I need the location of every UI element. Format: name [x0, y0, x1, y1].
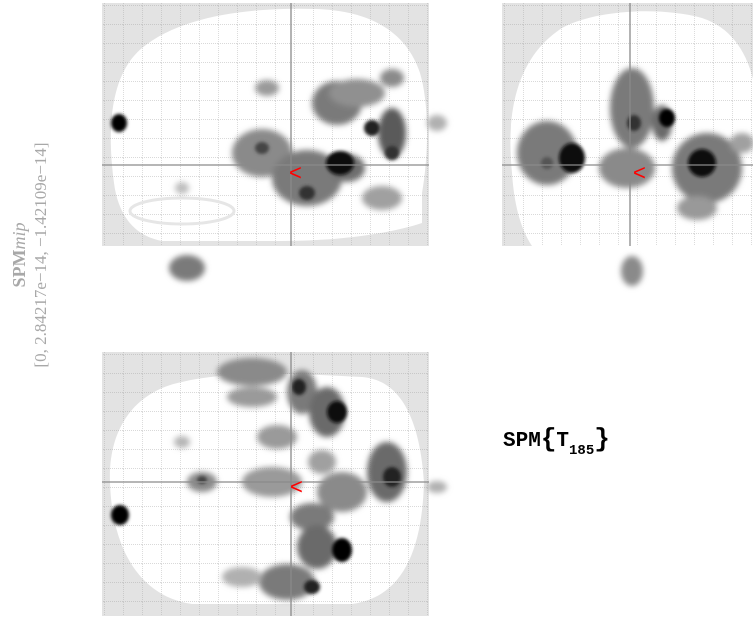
peak: [332, 538, 352, 562]
blob: [677, 196, 717, 220]
blob: [329, 79, 385, 107]
peak: [255, 142, 269, 154]
cerebellum-outline: [128, 196, 236, 226]
peak: [304, 580, 320, 594]
peak: [688, 149, 716, 177]
axial-mip-view[interactable]: <: [102, 352, 455, 616]
peak: [326, 151, 354, 175]
blob: [427, 481, 447, 493]
peak: [111, 114, 127, 132]
peak: [327, 401, 347, 423]
stat-prefix: SPM: [503, 430, 541, 453]
blob: [174, 436, 190, 448]
peak: [111, 505, 129, 525]
statistic-label: SPM{T185}: [503, 424, 610, 459]
blob: [272, 150, 342, 206]
peak: [541, 157, 553, 169]
peak: [385, 146, 399, 160]
peak: [197, 476, 207, 484]
blob: [380, 69, 404, 87]
stat-symbol: T: [556, 430, 570, 453]
blob: [227, 387, 277, 407]
peak: [659, 109, 675, 127]
blob: [257, 425, 297, 449]
activation-blobs: [169, 69, 447, 281]
blob: [621, 256, 643, 286]
blob: [362, 186, 402, 210]
coronal-mip-canvas[interactable]: <: [502, 3, 753, 296]
blob: [259, 564, 315, 600]
stat-close-brace: }: [594, 424, 610, 454]
peak: [299, 186, 315, 200]
blob: [599, 148, 655, 188]
axial-mip-canvas[interactable]: <: [102, 352, 455, 616]
blob: [610, 68, 654, 148]
stat-open-brace: {: [540, 424, 557, 454]
sagittal-mip-canvas[interactable]: <: [102, 3, 455, 296]
coronal-mip-view[interactable]: <: [502, 3, 753, 296]
blob: [378, 108, 406, 158]
peak: [364, 120, 380, 136]
blob: [222, 567, 262, 587]
cursor-marker[interactable]: <: [290, 474, 303, 499]
peak: [627, 115, 641, 131]
blob: [175, 182, 189, 194]
cursor-marker[interactable]: <: [289, 160, 302, 185]
blob: [308, 450, 336, 474]
peak: [383, 467, 401, 487]
peak: [292, 379, 306, 395]
blob: [217, 358, 287, 386]
mip-axis-label: SPMmip [0, 2.84217e−14, −1.42109e−14]: [0, 0, 60, 619]
cursor-coordinates: [0, 2.84217e−14, −1.42109e−14]: [31, 142, 50, 368]
blob: [427, 115, 447, 131]
sagittal-mip-view[interactable]: <: [102, 3, 455, 296]
peak: [559, 143, 585, 173]
spm-label: SPM: [9, 249, 29, 288]
mip-label: mip: [9, 222, 29, 250]
stat-degrees-of-freedom: 185: [569, 443, 595, 459]
blob: [169, 255, 205, 281]
blob: [255, 80, 279, 96]
activation-peaks: [111, 114, 399, 200]
blob: [517, 121, 577, 185]
blob: [290, 503, 334, 531]
blob: [730, 133, 753, 153]
activation-peaks: [111, 379, 401, 594]
cursor-marker[interactable]: <: [633, 160, 646, 185]
blob: [297, 525, 337, 569]
